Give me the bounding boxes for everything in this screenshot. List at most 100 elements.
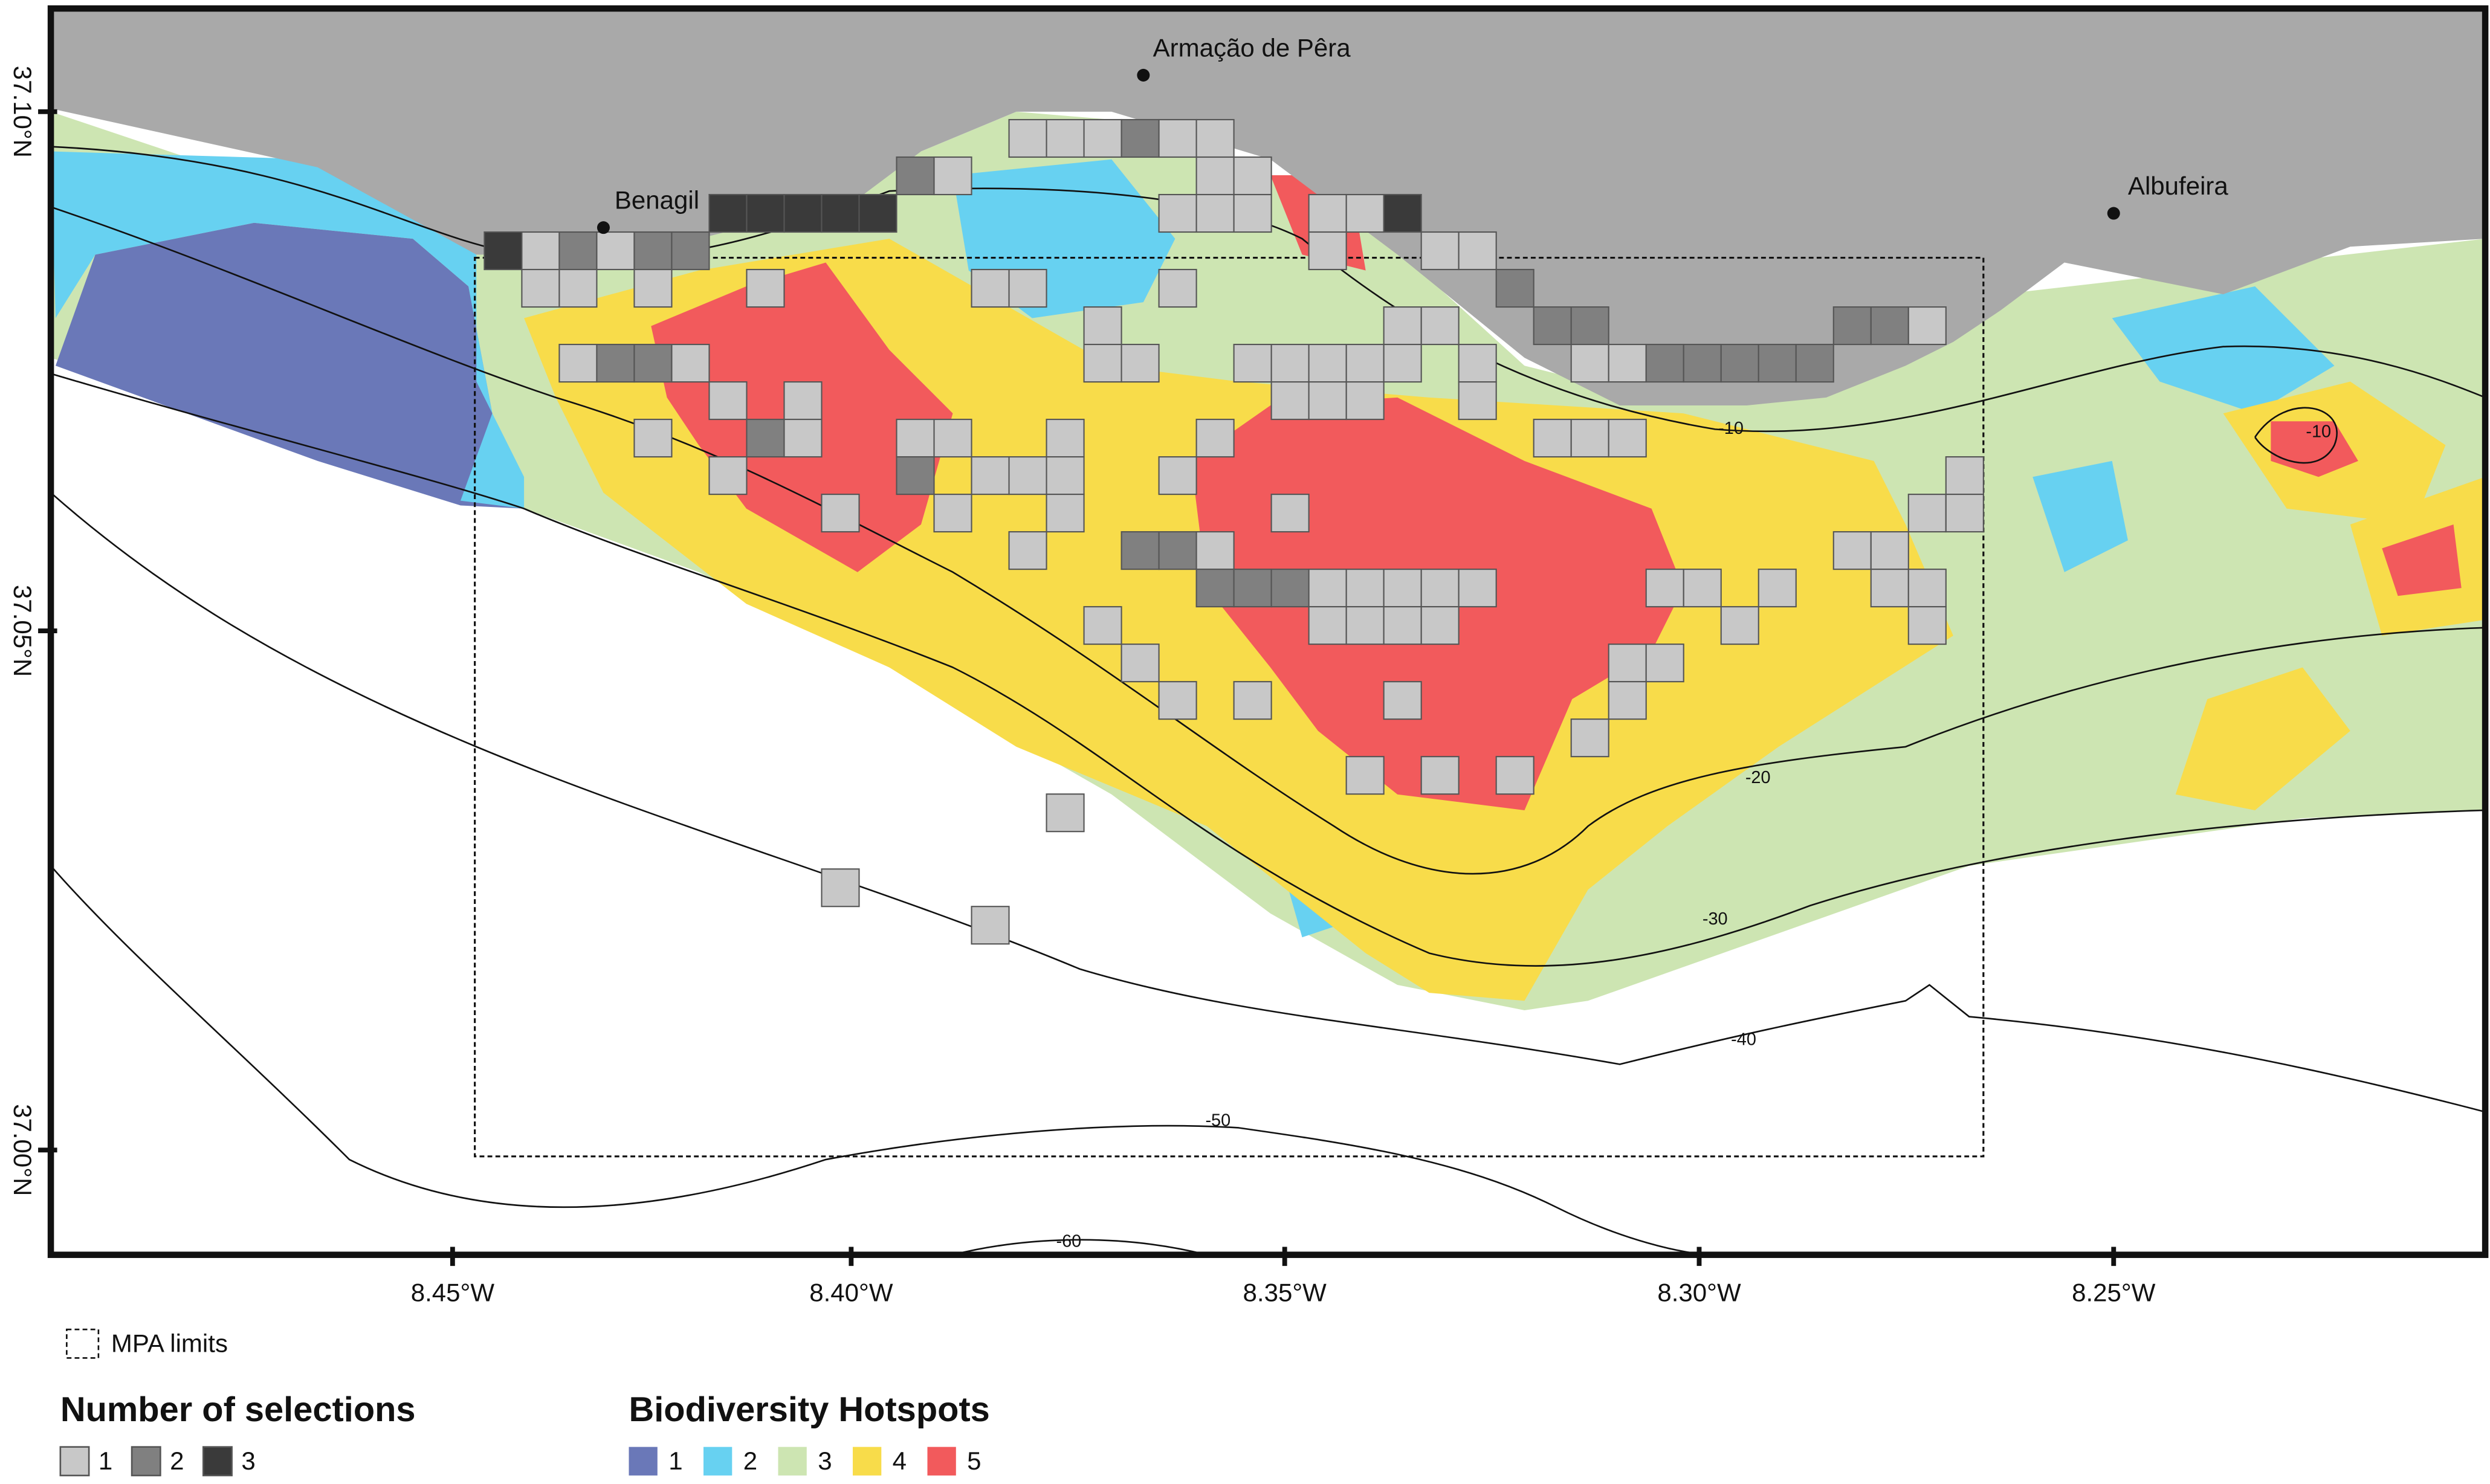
selection-cell: [1158, 193, 1197, 233]
selection-cell: [558, 344, 598, 383]
selection-cell: [971, 906, 1010, 945]
selection-cell: [1533, 306, 1572, 346]
selection-cell: [1645, 344, 1684, 383]
selection-cell: [1870, 569, 1909, 608]
selection-cell: [708, 456, 748, 495]
selection-cell: [633, 268, 673, 308]
mpa-limits: [474, 257, 1985, 1158]
selection-cell: [1458, 569, 1497, 608]
selection-cell: [1945, 494, 1984, 533]
selection-cell: [1233, 193, 1272, 233]
selection-cell: [746, 193, 785, 233]
selection-cell: [1120, 644, 1160, 683]
selection-cell: [1907, 306, 1947, 346]
selection-cell: [1083, 118, 1122, 158]
depth-contour: [2254, 407, 2338, 464]
selection-cell: [1233, 681, 1272, 720]
selection-cell: [1195, 156, 1235, 196]
selection-cell: [1083, 606, 1122, 645]
legend-swatch: [202, 1446, 233, 1477]
selection-cell: [1458, 381, 1497, 421]
selection-cell: [896, 419, 935, 458]
selection-cell: [1383, 306, 1422, 346]
contour-label: -10: [2306, 422, 2331, 441]
legend-item-label: 1: [99, 1447, 112, 1475]
selection-cell: [1383, 569, 1422, 608]
hotspot-2-area: [2032, 460, 2128, 572]
selection-cell: [1195, 569, 1235, 608]
place-label: Benagil: [615, 186, 699, 215]
selection-cell: [1383, 193, 1422, 233]
selection-cell: [1008, 118, 1047, 158]
selection-cell: [1308, 381, 1347, 421]
selection-cell: [596, 344, 635, 383]
selection-cell: [1907, 606, 1947, 645]
selection-cell: [1083, 306, 1122, 346]
selection-cell: [1308, 569, 1347, 608]
contour-label: -30: [1703, 909, 1728, 929]
selection-cell: [1345, 569, 1385, 608]
selection-cell: [1345, 344, 1385, 383]
selection-cell: [746, 419, 785, 458]
selection-cell: [1683, 569, 1722, 608]
selection-cell: [896, 156, 935, 196]
selection-cell: [1832, 306, 1872, 346]
selection-cell: [1233, 344, 1272, 383]
legend-swatch: [852, 1447, 882, 1476]
selection-cell: [1570, 306, 1609, 346]
selection-cell: [1383, 344, 1422, 383]
legend-swatch: [629, 1447, 658, 1476]
selection-cell: [1608, 681, 1647, 720]
legend-swatch: [703, 1447, 732, 1476]
selection-cell: [1870, 306, 1909, 346]
selection-cell: [1907, 569, 1947, 608]
selection-cell: [633, 344, 673, 383]
selection-cell: [1533, 419, 1572, 458]
selection-cell: [633, 419, 673, 458]
contour-label: -10: [1718, 419, 1744, 438]
selection-cell: [1158, 268, 1197, 308]
x-tick-label: 8.25°W: [2072, 1278, 2156, 1306]
selection-cell: [933, 156, 972, 196]
x-tick-label: 8.35°W: [1243, 1278, 1327, 1306]
selection-cell: [1570, 344, 1609, 383]
selection-cell: [1420, 306, 1460, 346]
selection-cell: [1832, 531, 1872, 570]
legend-item-label: 2: [170, 1447, 184, 1475]
selection-cell: [1570, 718, 1609, 758]
selection-cell: [933, 419, 972, 458]
selection-cell: [783, 381, 823, 421]
legend-swatch: [927, 1447, 956, 1476]
selection-cell: [1758, 344, 1797, 383]
selection-cell: [1645, 569, 1684, 608]
legend-item-label: 5: [967, 1447, 981, 1475]
selection-cell: [1233, 569, 1272, 608]
x-tick-label: 8.40°W: [809, 1278, 893, 1306]
hotspot-5-area: [2382, 524, 2462, 596]
selection-cell: [1270, 494, 1310, 533]
selection-cell: [1308, 606, 1347, 645]
selection-cell: [821, 193, 860, 233]
contour-label: -20: [1745, 768, 1771, 787]
selection-cell: [1308, 231, 1347, 271]
legend-swatch: [59, 1446, 90, 1477]
selection-cell: [1495, 756, 1534, 795]
selection-cell: [1046, 419, 1085, 458]
selection-cell: [708, 193, 748, 233]
selection-cell: [1420, 756, 1460, 795]
selection-cell: [671, 231, 710, 271]
selection-cell: [1720, 606, 1759, 645]
selection-cell: [1008, 268, 1047, 308]
mpa-legend-label: MPA limits: [111, 1329, 228, 1358]
depth-contour: [51, 206, 2486, 875]
legend-item-label: 3: [241, 1447, 255, 1475]
selection-cell: [1608, 644, 1647, 683]
legend-swatch: [131, 1446, 161, 1477]
selection-cell: [1345, 606, 1385, 645]
selection-cell: [1120, 531, 1160, 570]
selection-cell: [971, 456, 1010, 495]
y-tick-label: 37.10°N: [8, 66, 37, 158]
selection-cell: [783, 193, 823, 233]
